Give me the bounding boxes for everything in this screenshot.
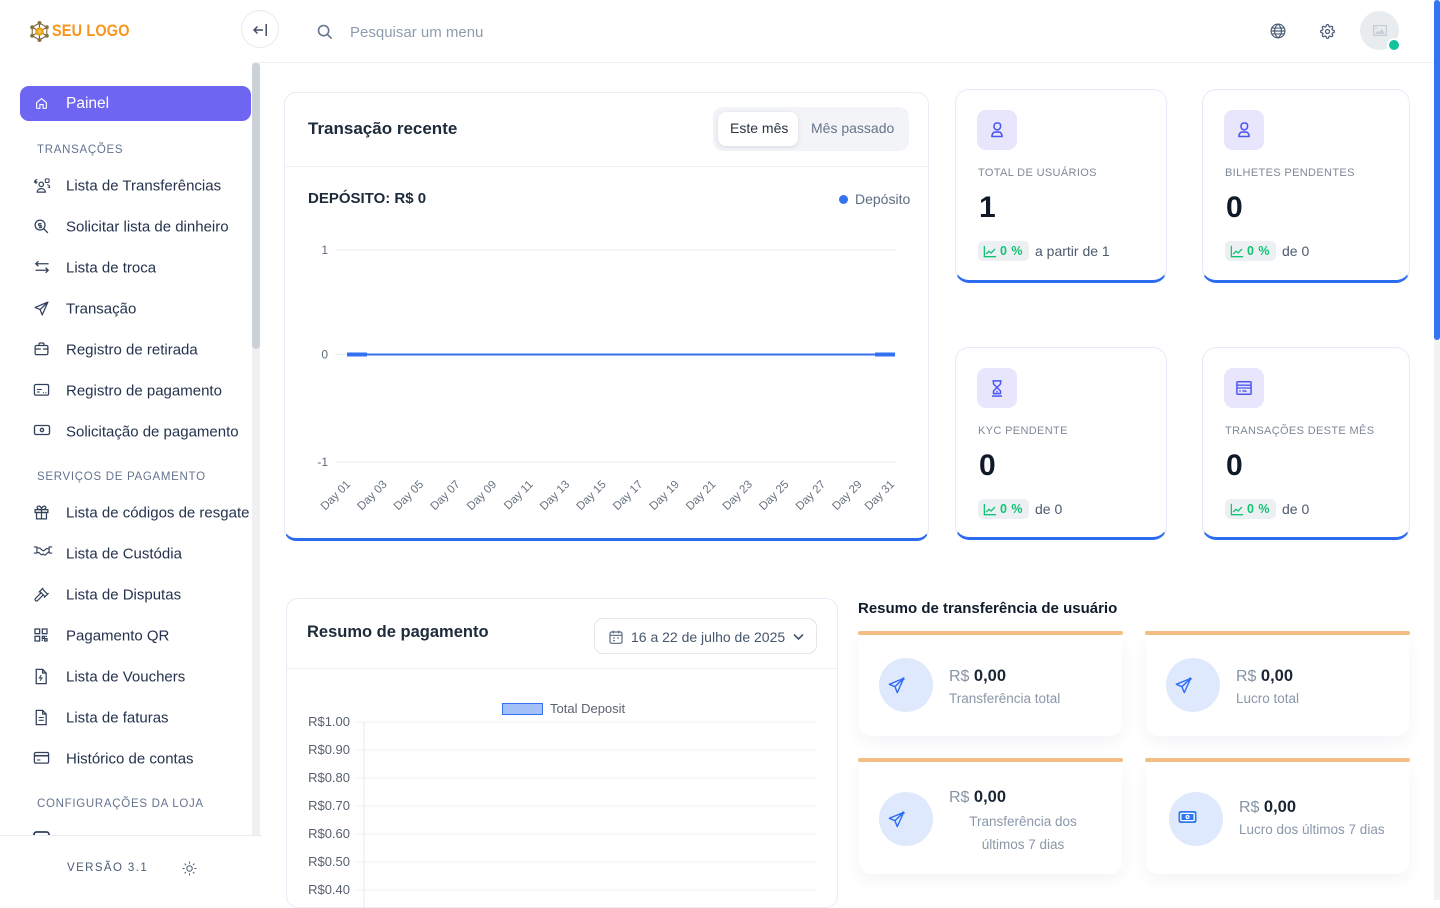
svg-text:Day 15: Day 15 — [575, 479, 609, 513]
svg-text:Day 03: Day 03 — [355, 479, 389, 513]
svg-text:Day 09: Day 09 — [465, 479, 499, 513]
svg-text:Day 05: Day 05 — [392, 479, 426, 513]
svg-text:Day 17: Day 17 — [611, 479, 645, 513]
svg-text:R$0.40: R$0.40 — [308, 882, 350, 897]
svg-text:Day 01: Day 01 — [319, 479, 353, 513]
svg-text:R$1.00: R$1.00 — [308, 714, 350, 729]
svg-text:Day 19: Day 19 — [648, 479, 682, 513]
svg-text:R$0.90: R$0.90 — [308, 742, 350, 757]
svg-text:1: 1 — [321, 243, 328, 257]
svg-text:Day 27: Day 27 — [794, 479, 828, 513]
svg-text:Day 23: Day 23 — [721, 479, 755, 513]
svg-text:Day 31: Day 31 — [863, 479, 897, 513]
svg-text:Day 21: Day 21 — [684, 479, 718, 513]
svg-text:Day 25: Day 25 — [757, 479, 791, 513]
svg-text:-1: -1 — [317, 455, 328, 469]
svg-text:Day 11: Day 11 — [502, 479, 536, 513]
svg-text:R$0.60: R$0.60 — [308, 826, 350, 841]
svg-text:R$0.80: R$0.80 — [308, 770, 350, 785]
svg-text:R$0.50: R$0.50 — [308, 854, 350, 869]
svg-text:R$0.70: R$0.70 — [308, 798, 350, 813]
svg-text:Day 13: Day 13 — [538, 479, 572, 513]
svg-text:0: 0 — [321, 348, 328, 362]
svg-text:Day 29: Day 29 — [830, 479, 864, 513]
svg-text:Day 07: Day 07 — [428, 479, 462, 513]
